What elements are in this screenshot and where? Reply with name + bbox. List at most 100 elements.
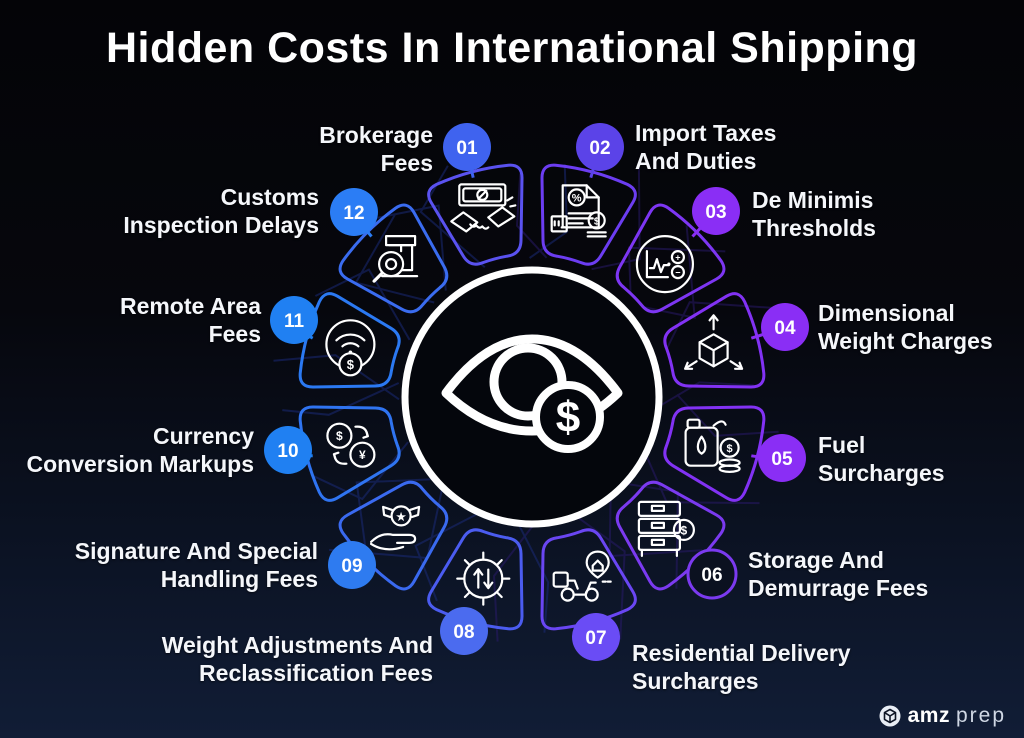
item-label-03: De Minimis Thresholds bbox=[752, 186, 876, 242]
storage-shelves-icon: $ bbox=[637, 500, 696, 558]
badge-number: 06 bbox=[701, 565, 722, 586]
item-label-line: And Duties bbox=[635, 148, 757, 174]
petal-08 bbox=[427, 528, 524, 631]
item-label-02: Import Taxes And Duties bbox=[635, 119, 776, 175]
page-title: Hidden Costs In International Shipping bbox=[105, 24, 919, 72]
petal-11 bbox=[298, 292, 401, 389]
petal-06 bbox=[615, 480, 726, 591]
petal-12 bbox=[338, 203, 449, 314]
badge-number: 12 bbox=[343, 203, 364, 224]
petal-03 bbox=[615, 203, 726, 314]
item-label-line: Handling Fees bbox=[160, 566, 318, 592]
badge-10 bbox=[264, 426, 312, 474]
item-label-line: Weight Charges bbox=[818, 328, 993, 354]
svg-text:−: − bbox=[675, 268, 680, 278]
badge-number: 07 bbox=[585, 628, 606, 649]
item-label-line: Fuel bbox=[818, 432, 866, 458]
petal-02 bbox=[540, 163, 637, 266]
item-label-line: Remote Area bbox=[119, 293, 261, 319]
item-label-01: Brokerage Fees bbox=[319, 121, 433, 177]
item-label-line: Demurrage Fees bbox=[748, 575, 929, 601]
item-label-06: Storage And Demurrage Fees bbox=[748, 546, 928, 602]
item-label-07: Residential Delivery Surcharges bbox=[632, 639, 851, 695]
svg-text:+: + bbox=[675, 253, 680, 263]
item-label-line: Weight Adjustments And bbox=[161, 632, 433, 658]
cube-dimensions-icon bbox=[683, 314, 744, 370]
badge-number: 09 bbox=[341, 556, 362, 577]
brand-name-bold: amz bbox=[907, 704, 950, 727]
item-label-line: Import Taxes bbox=[635, 120, 777, 146]
eye-dollar-icon: $ bbox=[401, 266, 663, 528]
badge-02 bbox=[576, 123, 624, 171]
item-label-line: Dimensional bbox=[818, 300, 955, 326]
item-label-04: Dimensional Weight Charges bbox=[818, 299, 993, 355]
badge-number: 02 bbox=[589, 138, 610, 159]
svg-text:$: $ bbox=[347, 357, 355, 372]
petal-09 bbox=[338, 480, 449, 591]
item-label-line: Fees bbox=[208, 321, 261, 347]
item-label-09: Signature And Special Handling Fees bbox=[75, 537, 318, 593]
item-label-line: Currency bbox=[153, 423, 254, 449]
item-label-line: Fees bbox=[380, 150, 433, 176]
item-label-11: Remote Area Fees bbox=[120, 292, 261, 348]
badge-11 bbox=[270, 296, 318, 344]
brand-logo: amz prep bbox=[878, 704, 1006, 728]
badge-04 bbox=[761, 303, 809, 351]
item-label-line: Inspection Delays bbox=[123, 212, 319, 238]
badge-09 bbox=[328, 541, 376, 589]
svg-text:%: % bbox=[572, 192, 582, 204]
delivery-scooter-icon bbox=[552, 550, 612, 602]
item-label-line: Thresholds bbox=[752, 215, 876, 241]
badge-07 bbox=[572, 613, 620, 661]
hand-badge-icon: ★ bbox=[370, 505, 421, 551]
coin-dollar-symbol: $ bbox=[556, 393, 580, 442]
item-label-08: Weight Adjustments And Reclassification F… bbox=[162, 631, 433, 687]
item-label-line: Customs bbox=[220, 184, 319, 210]
item-label-05: Fuel Surcharges bbox=[818, 431, 945, 487]
badge-08 bbox=[440, 607, 488, 655]
item-label-line: Residential Delivery bbox=[632, 640, 851, 666]
badge-number: 11 bbox=[284, 311, 305, 332]
badge-05 bbox=[758, 434, 806, 482]
svg-text:$: $ bbox=[336, 429, 343, 443]
badge-01 bbox=[443, 123, 491, 171]
badge-12 bbox=[330, 188, 378, 236]
badge-number: 08 bbox=[453, 622, 474, 643]
svg-text:¥: ¥ bbox=[359, 448, 366, 462]
threshold-monitor-icon: +− bbox=[635, 235, 695, 294]
badge-number: 01 bbox=[456, 138, 478, 159]
item-label-line: De Minimis bbox=[752, 187, 874, 213]
petal-05 bbox=[663, 405, 766, 502]
item-label-line: Surcharges bbox=[632, 668, 759, 694]
tax-document-icon: %$ bbox=[550, 184, 607, 238]
gear-arrows-icon bbox=[456, 551, 511, 606]
handshake-banknote-icon bbox=[450, 183, 517, 233]
svg-text:★: ★ bbox=[396, 511, 406, 523]
svg-text:$: $ bbox=[727, 443, 733, 455]
item-label-line: Brokerage bbox=[319, 122, 433, 148]
svg-text:$: $ bbox=[681, 523, 688, 537]
wifi-dollar-icon: $ bbox=[325, 319, 376, 377]
brand-name-light: prep bbox=[955, 704, 1006, 727]
svg-text:$: $ bbox=[594, 216, 600, 227]
item-label-line: Signature And Special bbox=[74, 538, 318, 564]
item-label-12: Customs Inspection Delays bbox=[123, 183, 319, 239]
petal-01 bbox=[427, 163, 524, 266]
badge-number: 05 bbox=[771, 449, 793, 470]
petal-10 bbox=[298, 405, 401, 502]
petal-07 bbox=[540, 528, 637, 631]
badge-06 bbox=[686, 548, 738, 600]
petal-04 bbox=[663, 292, 766, 389]
item-label-line: Reclassification Fees bbox=[199, 660, 433, 686]
badge-number: 10 bbox=[277, 441, 298, 462]
item-label-line: Surcharges bbox=[818, 460, 945, 486]
badge-03 bbox=[692, 187, 740, 235]
badge-number: 03 bbox=[705, 202, 726, 223]
item-label-line: Storage And bbox=[748, 547, 884, 573]
fuel-can-icon: $ bbox=[684, 418, 741, 474]
currency-exchange-icon: $¥ bbox=[326, 422, 376, 468]
item-label-10: Currency Conversion Markups bbox=[27, 422, 255, 478]
cube-icon bbox=[879, 705, 901, 727]
